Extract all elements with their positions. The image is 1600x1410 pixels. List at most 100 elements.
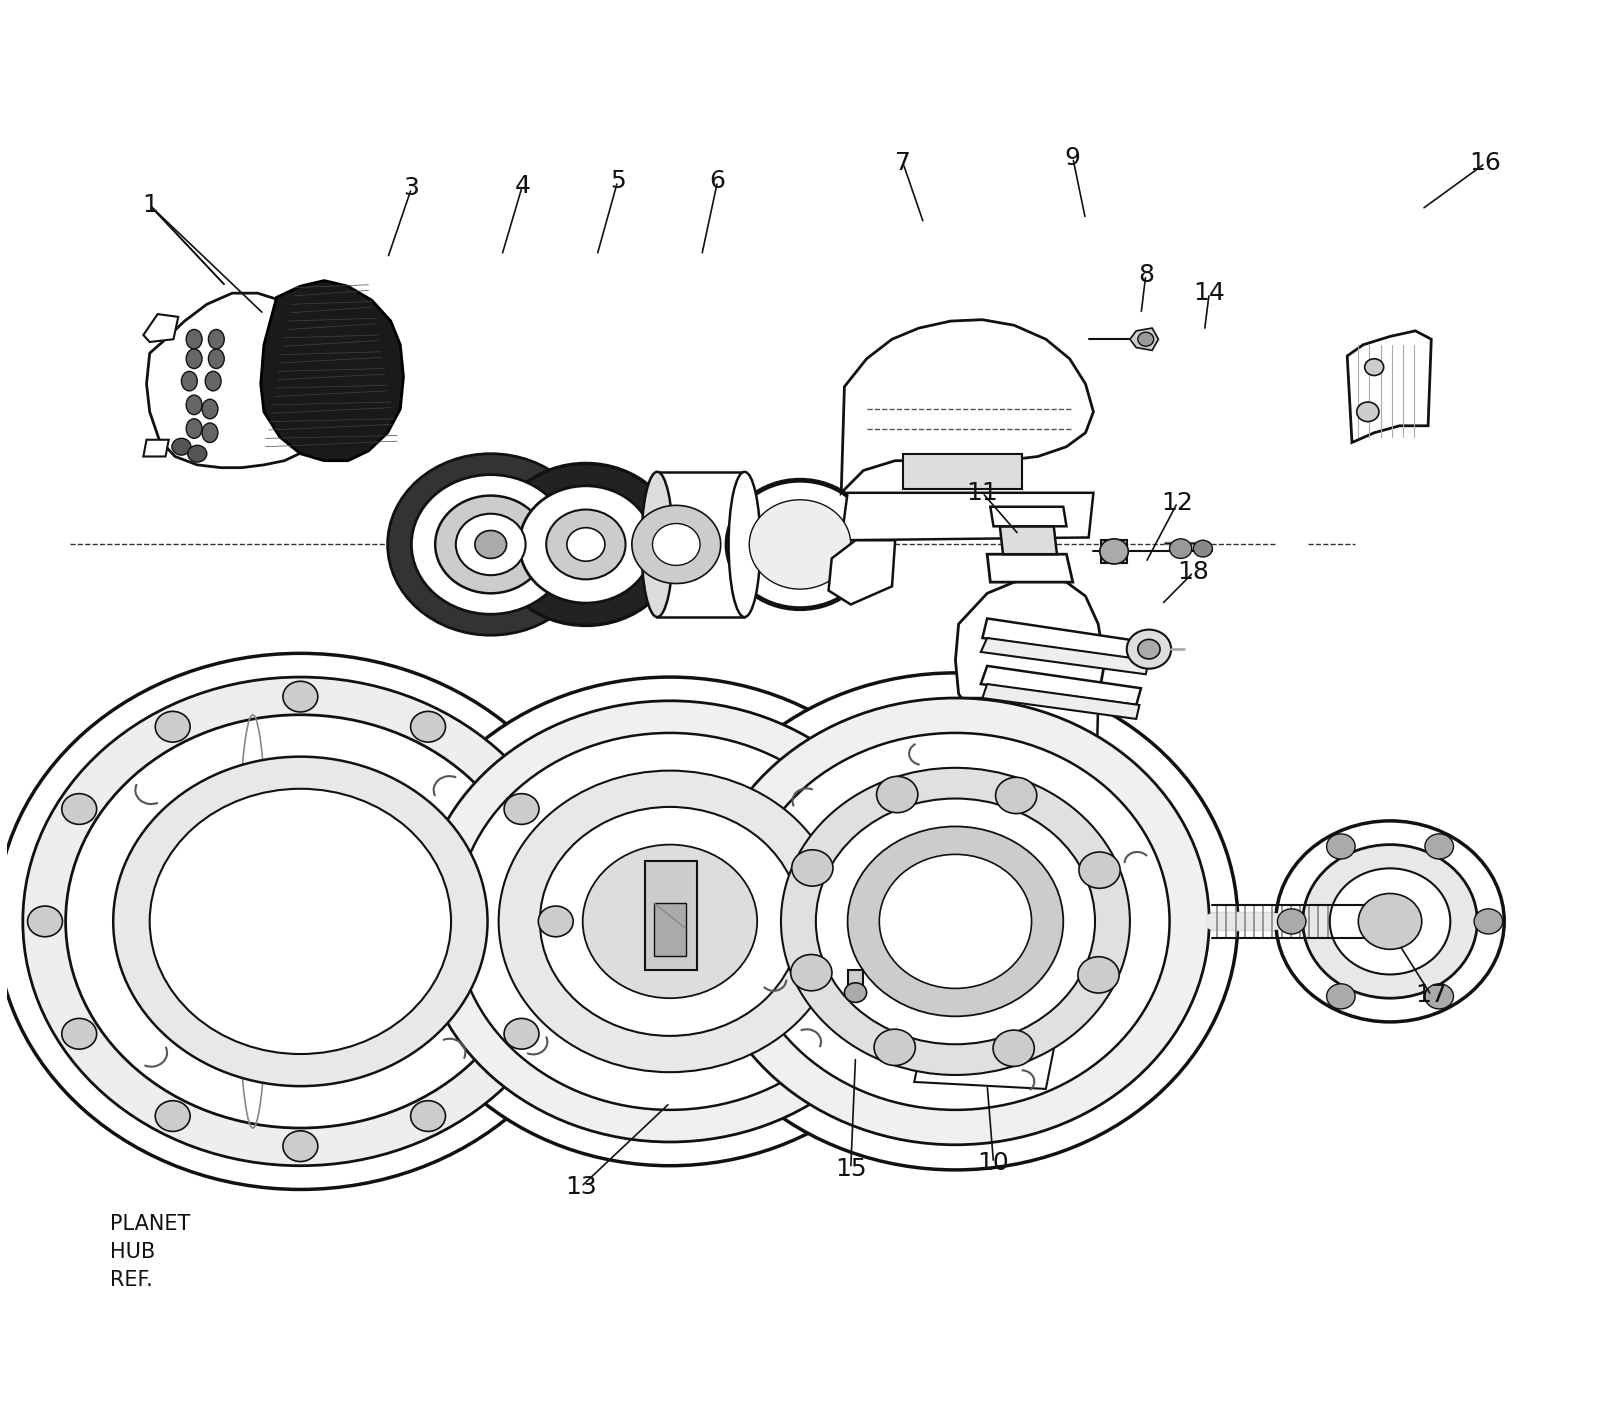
Polygon shape <box>982 684 1139 719</box>
Text: 16: 16 <box>1469 151 1501 175</box>
Polygon shape <box>842 492 1093 540</box>
Circle shape <box>387 454 594 634</box>
Circle shape <box>653 523 701 565</box>
Circle shape <box>456 513 526 575</box>
Circle shape <box>566 527 605 561</box>
Circle shape <box>1170 539 1192 558</box>
Ellipse shape <box>186 419 202 439</box>
Circle shape <box>994 1031 1034 1066</box>
Circle shape <box>520 486 653 603</box>
Circle shape <box>27 907 62 936</box>
Polygon shape <box>902 454 1022 489</box>
Ellipse shape <box>202 423 218 443</box>
Circle shape <box>702 698 1210 1145</box>
Circle shape <box>419 701 920 1142</box>
Polygon shape <box>955 921 1093 970</box>
Circle shape <box>411 1101 445 1131</box>
Circle shape <box>155 1101 190 1131</box>
Text: 12: 12 <box>1162 491 1194 515</box>
Circle shape <box>781 768 1130 1074</box>
Circle shape <box>114 757 488 1086</box>
Circle shape <box>880 854 1032 988</box>
Circle shape <box>848 826 1064 1017</box>
Circle shape <box>741 733 1170 1110</box>
Ellipse shape <box>208 350 224 368</box>
Circle shape <box>582 845 757 998</box>
Ellipse shape <box>186 395 202 415</box>
Circle shape <box>1277 909 1306 933</box>
Circle shape <box>816 798 1094 1045</box>
Polygon shape <box>981 666 1141 705</box>
Circle shape <box>1326 984 1355 1010</box>
Ellipse shape <box>202 399 218 419</box>
Text: 15: 15 <box>835 1156 867 1180</box>
Circle shape <box>62 794 96 825</box>
Polygon shape <box>950 970 1088 1024</box>
Text: 11: 11 <box>966 481 998 505</box>
Circle shape <box>845 983 867 1003</box>
Ellipse shape <box>181 371 197 391</box>
Text: 7: 7 <box>894 151 910 175</box>
Circle shape <box>0 653 605 1190</box>
Circle shape <box>726 481 874 609</box>
Circle shape <box>411 712 445 742</box>
Circle shape <box>1326 833 1355 859</box>
Circle shape <box>1358 894 1422 949</box>
Polygon shape <box>658 472 744 618</box>
Circle shape <box>456 733 885 1110</box>
Circle shape <box>1078 852 1120 888</box>
Ellipse shape <box>728 472 760 618</box>
Circle shape <box>1474 909 1502 933</box>
Ellipse shape <box>205 371 221 391</box>
Circle shape <box>504 794 539 825</box>
Text: 4: 4 <box>515 173 531 197</box>
Text: 3: 3 <box>403 176 419 200</box>
Polygon shape <box>955 698 1098 921</box>
Circle shape <box>283 681 318 712</box>
Polygon shape <box>955 577 1104 736</box>
Circle shape <box>749 499 851 589</box>
Circle shape <box>392 677 947 1166</box>
Circle shape <box>1078 957 1118 993</box>
Circle shape <box>632 505 720 584</box>
Circle shape <box>1426 833 1453 859</box>
Circle shape <box>674 673 1238 1170</box>
Polygon shape <box>914 1024 1058 1089</box>
Circle shape <box>187 446 206 462</box>
Ellipse shape <box>186 350 202 368</box>
Text: PLANET
HUB
REF.: PLANET HUB REF. <box>110 1214 190 1290</box>
Text: 18: 18 <box>1178 560 1210 584</box>
Text: 5: 5 <box>610 169 626 193</box>
Circle shape <box>435 495 546 594</box>
Polygon shape <box>987 554 1074 582</box>
Text: 1: 1 <box>142 193 158 217</box>
Polygon shape <box>144 314 178 343</box>
Circle shape <box>1138 639 1160 658</box>
Circle shape <box>1275 821 1504 1022</box>
Circle shape <box>150 788 451 1055</box>
Polygon shape <box>848 970 864 987</box>
Circle shape <box>995 777 1037 814</box>
Circle shape <box>874 1029 915 1066</box>
Polygon shape <box>144 440 168 457</box>
Text: 17: 17 <box>1416 983 1446 1007</box>
Circle shape <box>546 509 626 580</box>
Ellipse shape <box>208 330 224 350</box>
Polygon shape <box>842 320 1093 492</box>
Circle shape <box>1099 539 1128 564</box>
Circle shape <box>1194 540 1213 557</box>
Ellipse shape <box>256 715 344 1128</box>
Circle shape <box>499 771 842 1072</box>
Circle shape <box>155 712 190 742</box>
Circle shape <box>1330 869 1450 974</box>
Circle shape <box>411 475 570 615</box>
Circle shape <box>22 677 578 1166</box>
Circle shape <box>504 1018 539 1049</box>
Text: 13: 13 <box>565 1175 597 1198</box>
Circle shape <box>1365 358 1384 375</box>
Polygon shape <box>981 637 1149 674</box>
Polygon shape <box>147 293 342 468</box>
Polygon shape <box>654 904 686 956</box>
Circle shape <box>877 777 918 812</box>
Circle shape <box>1357 402 1379 422</box>
